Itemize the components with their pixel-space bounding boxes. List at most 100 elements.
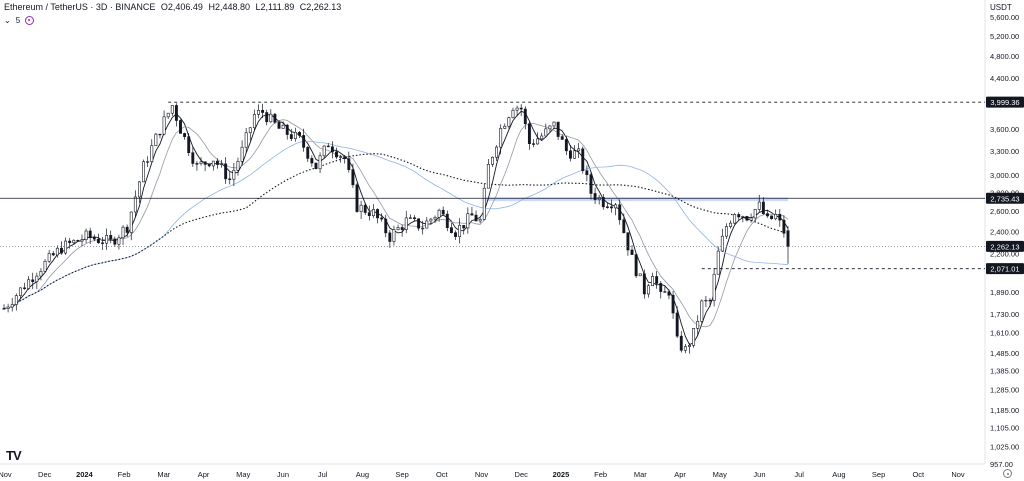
candle-body [441, 209, 445, 215]
candle-body [716, 250, 720, 275]
candle-body [359, 204, 363, 212]
candle-body [322, 145, 326, 157]
candle-body [675, 312, 679, 337]
candle-body [211, 160, 215, 167]
candle-body [638, 273, 642, 277]
candle-body [540, 135, 544, 140]
candle-body [667, 291, 671, 296]
price-tick-label: 2,600.00 [990, 207, 1019, 216]
candle-body [351, 169, 355, 186]
candle-body [536, 138, 540, 145]
candle-body [343, 156, 347, 159]
candle-body [700, 300, 704, 322]
symbol-legend[interactable]: Ethereum / TetherUS · 3D · BINANCE O2,40… [4, 2, 341, 12]
candle-body [277, 122, 281, 129]
time-tick-label: Feb [594, 470, 607, 479]
candle-body [380, 217, 384, 220]
candle-body [191, 152, 195, 164]
candle-body [347, 158, 351, 170]
candle-body [138, 181, 141, 198]
level-label[interactable]: 2,071.01 [990, 265, 1019, 274]
candle-body [601, 197, 605, 208]
candle-body [663, 291, 667, 293]
candle-body [786, 230, 790, 247]
candle-body [174, 105, 178, 121]
time-tick-label: Jul [318, 470, 328, 479]
candle-body [269, 113, 273, 123]
candle-body [729, 222, 732, 227]
level-label[interactable]: 2,735.43 [990, 194, 1019, 203]
candle-body [162, 116, 166, 135]
candle-body [753, 209, 757, 219]
candle-body [696, 321, 700, 329]
level-label-bg [986, 192, 1024, 204]
price-tick-label: 1,890.00 [990, 288, 1019, 297]
candle-body [68, 240, 72, 244]
currency-label[interactable]: USDT [990, 3, 1012, 12]
low-value: L2,111.89 [255, 2, 295, 12]
candle-body [454, 232, 457, 237]
candle-body [556, 121, 560, 137]
price-tick-label: 1,025.00 [990, 443, 1019, 452]
candle-body [462, 225, 466, 229]
candle-body [142, 161, 146, 183]
candle-body [84, 230, 88, 240]
candle-body [367, 212, 371, 217]
band-fill [484, 197, 788, 202]
candle-body [6, 306, 10, 309]
candle-body [552, 121, 556, 127]
candle-body [166, 112, 170, 118]
candle-body [655, 276, 659, 284]
time-tick-label: Nov [0, 470, 12, 479]
candle-body [704, 299, 708, 302]
candle-body [23, 287, 26, 289]
tradingview-logo: TV [6, 448, 22, 463]
candle-body [14, 295, 18, 305]
time-axis[interactable]: Nov Dec 2024 Feb Mar Apr May Jun Jul Aug Sep Oct Nov… [0, 463, 985, 479]
level-label[interactable]: 2,262.13 [990, 242, 1019, 251]
candle-body [470, 213, 474, 216]
time-tick-label: Dec [38, 470, 52, 479]
candle-body [720, 235, 724, 252]
candle-body [671, 294, 675, 314]
candle-body [129, 211, 133, 233]
candle-body [302, 135, 306, 148]
price-axis[interactable]: 5,600.00 5,200.00 4,800.00 4,400.00 3,600.00… [984, 0, 1019, 469]
candle-body [445, 213, 449, 228]
indicator-icon[interactable] [25, 16, 35, 25]
candle-body [199, 161, 203, 164]
candle-body [396, 227, 400, 231]
candle-body [285, 124, 289, 135]
candle-body [228, 178, 232, 180]
candle-body [195, 163, 199, 165]
candle-body [2, 308, 6, 310]
candle-body [724, 226, 728, 237]
indicator-toggle[interactable]: ⌄ 5 [4, 15, 35, 25]
horizontal-levels[interactable]: 3,999.36 2,735.43 2,262.13 2,071.01 [0, 96, 1024, 275]
candle-body [281, 124, 285, 129]
time-tick-label: Sep [395, 470, 408, 479]
candle-body [683, 346, 687, 351]
symbol-title[interactable]: Ethereum / TetherUS · 3D · BINANCE [4, 2, 156, 12]
candle-body [532, 143, 535, 145]
candle-body [240, 146, 244, 162]
level-label[interactable]: 3,999.36 [990, 98, 1019, 107]
time-tick-label: Feb [118, 470, 131, 479]
candle-body [757, 201, 761, 210]
candle-body [642, 273, 646, 295]
level-label-bg [986, 240, 1024, 252]
candle-body [651, 276, 654, 287]
time-tick-label: May [713, 470, 727, 479]
candle-body [593, 193, 597, 200]
chevron-down-icon[interactable]: ⌄ [4, 15, 11, 25]
candle-body [622, 219, 626, 233]
candle-body [306, 147, 310, 159]
candle-body [404, 217, 408, 230]
candle-body [679, 335, 683, 351]
settings-icon[interactable] [1003, 469, 1012, 478]
candle-body [133, 196, 137, 213]
candle-body [577, 148, 581, 152]
candle-body [215, 160, 219, 165]
candle-body [101, 242, 104, 244]
